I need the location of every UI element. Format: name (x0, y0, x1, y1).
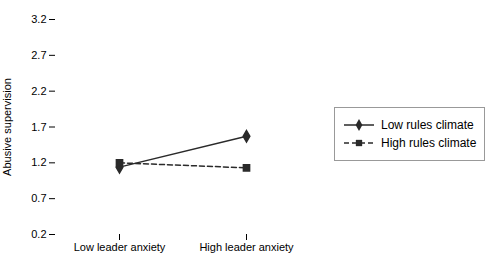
svg-text:2.2: 2.2 (31, 85, 46, 97)
svg-text:2.7: 2.7 (31, 49, 46, 61)
svg-text:High leader anxiety: High leader anxiety (199, 241, 294, 253)
svg-text:Low leader anxiety: Low leader anxiety (74, 241, 166, 253)
html-text:Low rules climate: Low rules climate (381, 118, 474, 132)
svg-text:3.2: 3.2 (31, 13, 46, 25)
svg-text:0.7: 0.7 (31, 192, 46, 204)
svg-text:0.2: 0.2 (31, 228, 46, 240)
svg-text:Abusive supervision: Abusive supervision (1, 78, 13, 176)
html-text:High rules climate: High rules climate (381, 136, 477, 150)
svg-text:1.7: 1.7 (31, 121, 46, 133)
svg-text:1.2: 1.2 (31, 156, 46, 168)
